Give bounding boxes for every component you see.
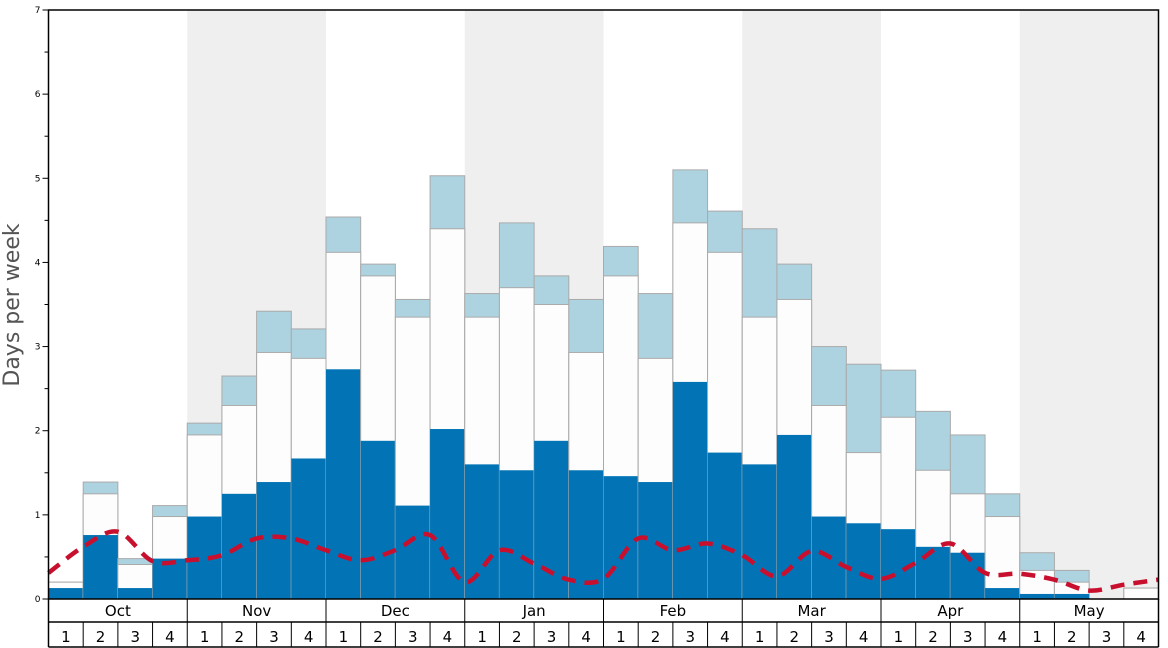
bar-dark-28 — [985, 588, 1020, 599]
month-label-dec: Dec — [381, 602, 410, 620]
month-label-nov: Nov — [242, 602, 271, 620]
week-label: 4 — [304, 628, 314, 646]
bar-dark-22 — [776, 434, 812, 599]
month-label-apr: Apr — [937, 602, 964, 620]
week-label: 1 — [339, 628, 349, 646]
week-label: 4 — [859, 628, 869, 646]
week-label: 1 — [616, 628, 626, 646]
week-label: 1 — [200, 628, 210, 646]
week-label: 3 — [685, 628, 695, 646]
week-label: 2 — [512, 628, 522, 646]
y-tick-label: 0 — [35, 595, 41, 605]
month-label-oct: Oct — [105, 602, 131, 620]
week-label: 2 — [928, 628, 938, 646]
bar-dark-14 — [499, 470, 535, 599]
bar-dark-9 — [326, 369, 361, 599]
week-label: 1 — [477, 628, 487, 646]
y-tick-label: 7 — [35, 6, 41, 16]
week-label: 1 — [755, 628, 765, 646]
bar-dark-7 — [256, 482, 292, 599]
bar-dark-26 — [915, 546, 951, 599]
y-tick-label: 3 — [35, 343, 41, 353]
bar-dark-19 — [672, 381, 708, 599]
bar-dark-29 — [1019, 593, 1055, 599]
y-tick-label: 2 — [35, 427, 41, 437]
week-label: 2 — [790, 628, 800, 646]
week-label: 3 — [963, 628, 973, 646]
week-label: 3 — [130, 628, 140, 646]
week-label: 2 — [96, 628, 106, 646]
bar-dark-24 — [846, 523, 881, 599]
week-label: 1 — [61, 628, 71, 646]
bar-dark-3 — [117, 588, 153, 599]
bar-dark-4 — [152, 558, 188, 599]
week-label: 4 — [998, 628, 1008, 646]
week-label: 3 — [408, 628, 418, 646]
bar-dark-10 — [360, 440, 396, 599]
week-label: 4 — [581, 628, 591, 646]
week-label: 2 — [1067, 628, 1077, 646]
bar-dark-17 — [603, 476, 639, 599]
y-axis-title: Days per week — [0, 223, 25, 386]
month-label-may: May — [1074, 602, 1105, 620]
week-label: 3 — [1102, 628, 1112, 646]
bar-white-28 — [984, 516, 1021, 600]
bar-dark-30 — [1054, 593, 1090, 599]
week-label: 2 — [373, 628, 383, 646]
bar-dark-11 — [395, 505, 431, 599]
x-axis: Oct 1 2 3 4 Nov 1 2 3 4 Dec 1 2 3 4 Jan 1 2 3 4 Feb 1 2 3 4 Mar 1 2… — [47, 599, 1160, 648]
week-label: 1 — [1032, 628, 1042, 646]
bar-dark-27 — [950, 552, 986, 599]
bar-dark-12 — [430, 429, 465, 599]
week-label: 3 — [547, 628, 557, 646]
week-label: 4 — [443, 628, 453, 646]
month-shade-may — [1019, 10, 1159, 599]
bar-dark-21 — [742, 464, 777, 599]
week-label: 3 — [824, 628, 834, 646]
average-line — [47, 529, 1159, 593]
bar-dark-1 — [48, 588, 84, 599]
bar-dark-20 — [707, 452, 743, 599]
month-label-jan: Jan — [522, 602, 546, 620]
y-tick-label: 5 — [35, 174, 41, 184]
week-label: 2 — [651, 628, 661, 646]
y-tick-label: 4 — [35, 258, 41, 268]
week-label: 4 — [165, 628, 175, 646]
bar-dark-15 — [534, 440, 569, 599]
bar-dark-18 — [638, 482, 673, 599]
week-label: 1 — [894, 628, 904, 646]
average-line-group — [47, 529, 1159, 593]
bar-dark-8 — [291, 458, 326, 599]
y-tick-label: 6 — [35, 90, 41, 100]
bar-white-32 — [1123, 587, 1159, 600]
bar-dark-16 — [568, 470, 604, 599]
week-label: 3 — [269, 628, 279, 646]
bar-dark-13 — [464, 464, 500, 599]
y-tick-label: 1 — [35, 511, 41, 521]
month-label-feb: Feb — [660, 602, 687, 620]
month-label-mar: Mar — [797, 602, 826, 620]
week-label: 4 — [1136, 628, 1146, 646]
week-label: 2 — [235, 628, 245, 646]
week-label: 4 — [720, 628, 730, 646]
